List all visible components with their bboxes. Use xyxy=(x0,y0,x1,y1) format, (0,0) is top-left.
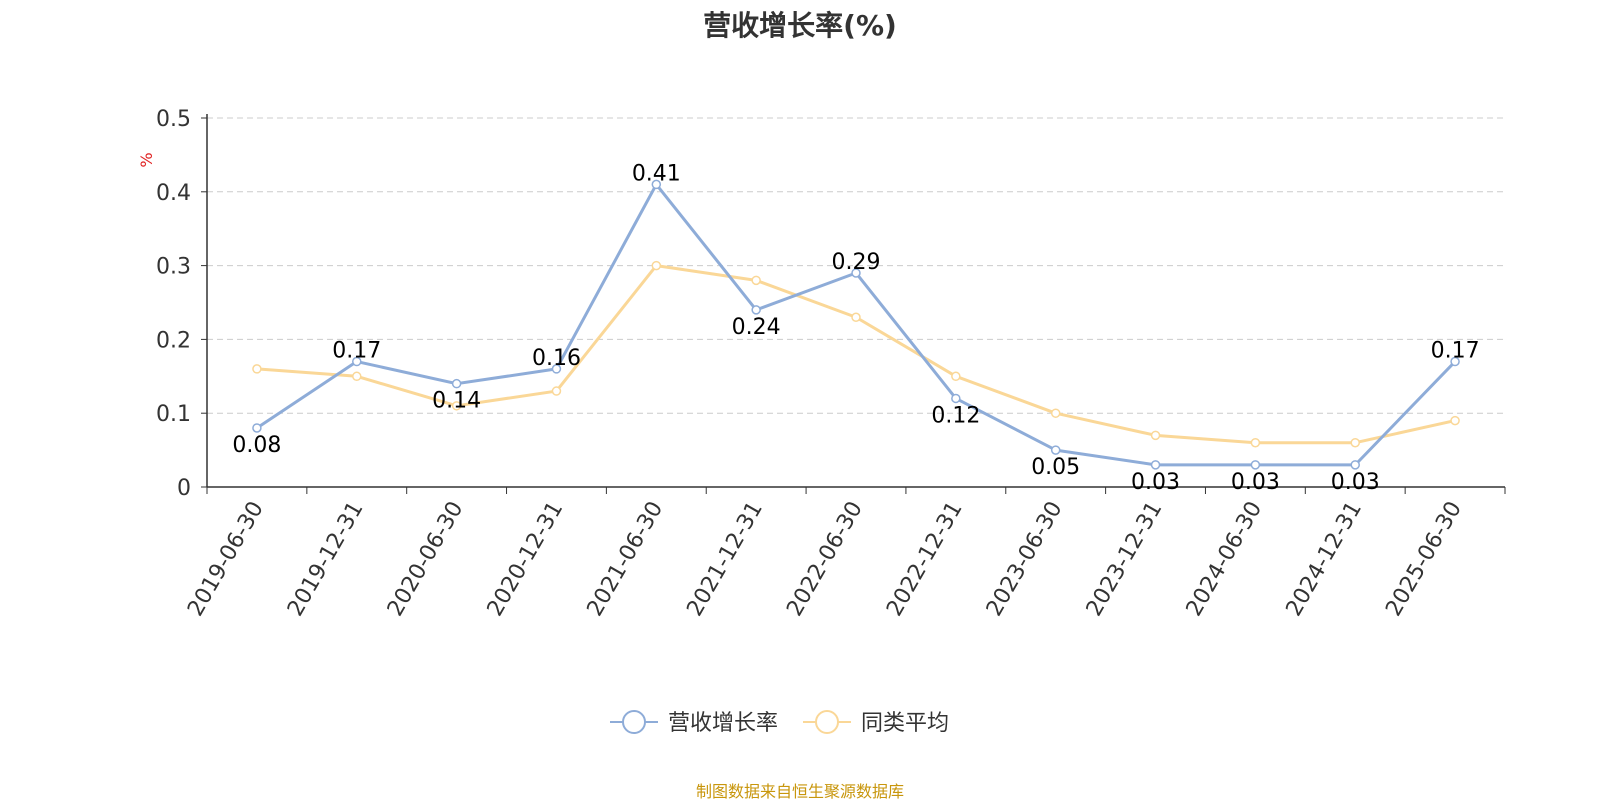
data-point-0 xyxy=(1350,460,1360,470)
x-tick-label: 2023-06-30 xyxy=(982,497,1068,620)
data-point-0 xyxy=(1450,356,1460,367)
data-point-1 xyxy=(451,401,462,411)
legend-marker xyxy=(815,710,839,734)
x-tick-label: 2025-06-30 xyxy=(1381,497,1467,620)
data-point-1 xyxy=(651,260,662,271)
data-point-1 xyxy=(1150,430,1161,441)
data-point-0 xyxy=(1050,445,1061,455)
data-label: 0.03 xyxy=(1331,470,1380,495)
x-tick-label: 2024-06-30 xyxy=(1182,497,1268,620)
data-label: 0.41 xyxy=(632,161,681,186)
legend-item-0[interactable]: 营收增长率 xyxy=(610,710,778,736)
data-labels: 0.08 0.17 0.14 0.16 0.41 0.24 0.29 0.12 0.05 0.03… xyxy=(232,161,1479,494)
x-tick-label: 2019-06-30 xyxy=(183,497,269,620)
data-point-1 xyxy=(352,371,362,382)
data-point-1 xyxy=(1450,415,1460,426)
legend-item-1[interactable]: 同类平均 xyxy=(803,710,949,736)
axes: 00.10.20.30.40.5%2019-06-30 2019-12-31 202… xyxy=(137,107,1506,621)
data-point-0 xyxy=(851,268,861,278)
legend[interactable]: 营收增长率 同类平均 xyxy=(610,710,949,736)
data-point-0 xyxy=(951,393,961,404)
data-point-0 xyxy=(751,305,761,315)
legend-label: 同类平均 xyxy=(861,711,949,736)
data-label: 0.03 xyxy=(1231,470,1280,495)
data-point-1 xyxy=(751,275,761,286)
x-tick-label: 2022-12-31 xyxy=(882,497,968,620)
series-line-0 xyxy=(256,182,1457,467)
chart-title: 营收增长率(%) xyxy=(703,9,897,42)
y-tick-label: 0.1 xyxy=(156,402,191,427)
data-label: 0.24 xyxy=(732,315,781,340)
x-tick-label: 2021-06-30 xyxy=(583,497,669,620)
y-tick-label: 0 xyxy=(177,476,191,501)
data-point-0 xyxy=(1250,460,1261,470)
data-point-0 xyxy=(551,364,562,374)
source-note: 制图数据来自恒生聚源数据库 xyxy=(695,782,904,801)
grid-lines xyxy=(207,117,1505,414)
data-point-1 xyxy=(551,386,562,396)
data-label: 0.17 xyxy=(332,339,381,364)
data-label: 0.03 xyxy=(1131,470,1180,495)
data-point-1 xyxy=(252,364,262,374)
y-tick-label: 0.5 xyxy=(156,107,191,132)
x-tick-label: 2024-12-31 xyxy=(1282,497,1368,620)
y-tick-label: 0.3 xyxy=(156,255,191,280)
data-point-0 xyxy=(252,423,262,433)
x-tick-label: 2020-12-31 xyxy=(483,497,569,620)
legend-marker xyxy=(622,710,646,734)
x-tick-label: 2020-06-30 xyxy=(383,497,469,620)
series-lines xyxy=(252,179,1460,470)
data-point-1 xyxy=(951,371,961,382)
data-point-1 xyxy=(1350,437,1360,448)
data-label: 0.14 xyxy=(432,389,481,414)
data-point-1 xyxy=(1250,437,1261,448)
data-point-1 xyxy=(851,312,861,323)
x-tick-label: 2022-06-30 xyxy=(782,497,868,620)
x-tick-label: 2021-12-31 xyxy=(682,497,768,620)
data-label: 0.17 xyxy=(1431,339,1480,364)
data-point-0 xyxy=(352,356,362,367)
y-tick-label: 0.2 xyxy=(156,328,191,353)
y-axis-label: % xyxy=(137,152,156,167)
data-point-0 xyxy=(451,378,462,389)
data-point-0 xyxy=(1150,460,1161,470)
legend-label: 营收增长率 xyxy=(668,711,778,736)
y-tick-label: 0.4 xyxy=(156,181,191,206)
x-tick-label: 2019-12-31 xyxy=(283,497,369,620)
data-point-1 xyxy=(1050,408,1061,418)
data-point-0 xyxy=(651,179,662,190)
data-label: 0.08 xyxy=(232,433,281,458)
data-label: 0.16 xyxy=(532,346,581,371)
x-tick-label: 2023-12-31 xyxy=(1082,497,1168,620)
data-label: 0.29 xyxy=(832,250,881,275)
data-label: 0.05 xyxy=(1031,455,1080,480)
series-line-1 xyxy=(256,264,1456,445)
data-label: 0.12 xyxy=(931,403,980,428)
